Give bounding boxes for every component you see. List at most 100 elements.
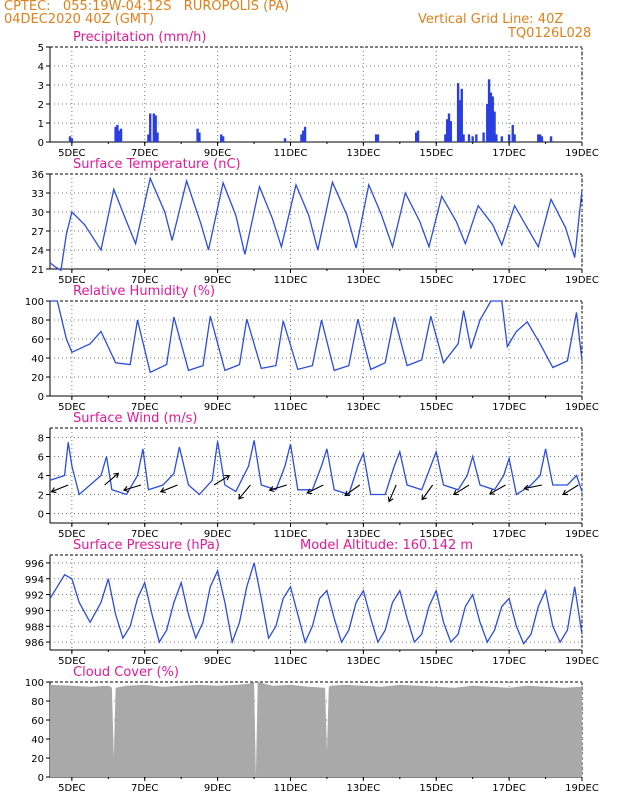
precip-bar <box>198 132 201 142</box>
wind-arrow-head <box>452 489 459 496</box>
panel-title: Surface Temperature (nC) <box>73 157 241 172</box>
x-tick-label: 15DEC <box>419 656 453 667</box>
y-tick-label: 33 <box>31 189 44 200</box>
y-tick-label: 4 <box>38 472 44 483</box>
wind-arrow-head <box>523 484 530 491</box>
y-tick-label: 80 <box>31 697 44 708</box>
wind-arrow <box>51 484 69 493</box>
wind-arrow-head <box>421 494 427 501</box>
precip-bar <box>540 136 544 142</box>
x-tick-label: 19DEC <box>565 529 599 540</box>
x-tick-label: 13DEC <box>347 529 381 540</box>
panel-annotation: Model Altitude: 160.142 m <box>300 538 473 553</box>
precip-bar <box>467 134 471 142</box>
x-tick-label: 17DEC <box>492 529 526 540</box>
x-tick-label: 11DEC <box>274 275 308 286</box>
precip-bar <box>415 132 418 142</box>
series-line <box>49 562 583 645</box>
y-tick-label: 996 <box>25 559 44 570</box>
x-tick-label: 9DEC <box>204 529 231 540</box>
y-tick-label: 2 <box>38 100 44 111</box>
y-tick-label: 60 <box>31 716 44 727</box>
header-station: CPTEC: 055:19W-04:12S RUROPOLIS (PA) <box>4 0 290 14</box>
x-tick-label: 17DEC <box>492 148 526 159</box>
precip-bar <box>487 79 491 142</box>
precip-bar <box>538 134 542 142</box>
precip-bar <box>537 134 540 142</box>
precip-bar <box>549 136 553 142</box>
y-tick-label: 60 <box>31 335 44 346</box>
wind-arrow <box>388 484 397 502</box>
header-date: 04DEC2020 40Z (GMT) <box>4 12 155 27</box>
y-tick-label: 990 <box>25 606 44 617</box>
y-tick-label: 1 <box>38 119 44 130</box>
y-tick-label: 3 <box>38 81 44 92</box>
wind-arrow <box>489 484 506 495</box>
wind-arrow-head <box>268 486 275 493</box>
y-tick-label: 994 <box>25 575 44 586</box>
precip-bar <box>221 136 225 142</box>
x-tick-label: 11DEC <box>274 402 308 413</box>
panel-title: Precipitation (mm/h) <box>73 30 206 45</box>
x-tick-label: 17DEC <box>492 656 526 667</box>
precip-bar <box>118 130 121 142</box>
precip-bar <box>456 83 460 142</box>
precip-bar <box>152 113 156 142</box>
x-tick-label: 19DEC <box>565 275 599 286</box>
y-tick-label: 4 <box>38 62 44 73</box>
wind-arrow-head <box>50 487 57 494</box>
y-tick-label: 27 <box>31 227 44 238</box>
y-tick-label: 40 <box>31 354 44 365</box>
wind-arrow <box>562 484 579 496</box>
x-tick-label: 15DEC <box>419 275 453 286</box>
y-tick-label: 2 <box>38 491 44 502</box>
x-tick-label: 7DEC <box>131 656 158 667</box>
wind-arrow-head <box>113 472 120 479</box>
precip-bar <box>491 96 494 142</box>
x-tick-label: 7DEC <box>131 529 158 540</box>
wind-arrow <box>238 484 251 500</box>
header-code: TQ0126L028 <box>508 26 592 41</box>
panel-title: Relative Humidity (%) <box>73 284 215 299</box>
precip-bar <box>500 136 504 142</box>
y-tick-label: 20 <box>31 373 44 384</box>
series-line <box>50 300 583 374</box>
wind-arrow <box>453 484 470 496</box>
wind-arrow-head <box>344 490 351 497</box>
x-tick-label: 17DEC <box>492 275 526 286</box>
x-tick-label: 9DEC <box>204 402 231 413</box>
y-tick-label: 5 <box>38 43 44 54</box>
precip-bar <box>460 88 463 142</box>
series-line <box>49 176 583 272</box>
x-tick-label: 19DEC <box>565 656 599 667</box>
wind-arrow <box>160 484 178 493</box>
y-tick-label: 0 <box>38 392 44 403</box>
y-tick-label: 100 <box>25 678 44 689</box>
precip-bar <box>482 132 485 142</box>
wind-arrow <box>123 484 142 491</box>
y-tick-label: 40 <box>31 735 44 746</box>
panel-title: Surface Wind (m/s) <box>73 411 197 426</box>
precip-bar <box>303 126 307 142</box>
y-tick-label: 6 <box>38 453 44 464</box>
wind-arrow-head <box>238 493 244 500</box>
wind-arrow-head <box>562 489 569 496</box>
precip-bar <box>283 138 287 142</box>
x-tick-label: 7DEC <box>131 148 158 159</box>
x-tick-label: 13DEC <box>347 148 381 159</box>
x-tick-label: 5DEC <box>58 529 85 540</box>
wind-arrow <box>269 484 288 491</box>
precip-bar <box>220 134 223 142</box>
series-line <box>49 440 583 496</box>
precip-bar <box>300 134 303 142</box>
x-tick-label: 11DEC <box>274 783 308 794</box>
x-tick-label: 15DEC <box>419 529 453 540</box>
x-tick-label: 13DEC <box>347 656 381 667</box>
x-tick-label: 5DEC <box>58 656 85 667</box>
y-tick-label: 8 <box>38 434 44 445</box>
x-tick-label: 13DEC <box>347 402 381 413</box>
precip-bar <box>196 128 199 142</box>
y-tick-label: 988 <box>25 622 44 633</box>
precip-bar <box>374 134 378 142</box>
precip-bar <box>458 100 462 142</box>
